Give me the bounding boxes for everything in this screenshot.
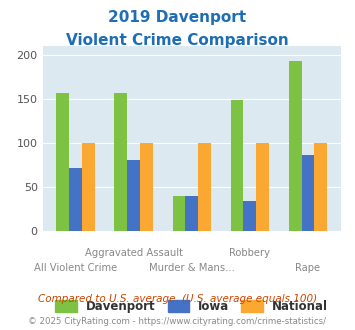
Bar: [256, 143, 269, 231]
Bar: [315, 143, 327, 231]
Text: Robbery: Robbery: [229, 248, 271, 258]
Text: Compared to U.S. average. (U.S. average equals 100): Compared to U.S. average. (U.S. average …: [38, 294, 317, 304]
Text: 2019 Davenport: 2019 Davenport: [108, 10, 247, 25]
Text: © 2025 CityRating.com - https://www.cityrating.com/crime-statistics/: © 2025 CityRating.com - https://www.city…: [28, 317, 327, 326]
Bar: [140, 143, 153, 231]
Bar: [127, 160, 140, 231]
Text: Aggravated Assault: Aggravated Assault: [84, 248, 182, 258]
Bar: [244, 201, 256, 231]
Legend: Davenport, Iowa, National: Davenport, Iowa, National: [51, 295, 333, 317]
Bar: [198, 143, 211, 231]
Bar: [56, 93, 69, 231]
Text: Murder & Mans...: Murder & Mans...: [149, 263, 235, 273]
Text: Rape: Rape: [295, 263, 321, 273]
Bar: [69, 168, 82, 231]
Bar: [82, 143, 94, 231]
Bar: [173, 196, 185, 231]
Bar: [289, 61, 302, 231]
Bar: [231, 100, 244, 231]
Text: All Violent Crime: All Violent Crime: [34, 263, 117, 273]
Bar: [114, 93, 127, 231]
Text: Violent Crime Comparison: Violent Crime Comparison: [66, 33, 289, 48]
Bar: [302, 155, 315, 231]
Bar: [185, 196, 198, 231]
